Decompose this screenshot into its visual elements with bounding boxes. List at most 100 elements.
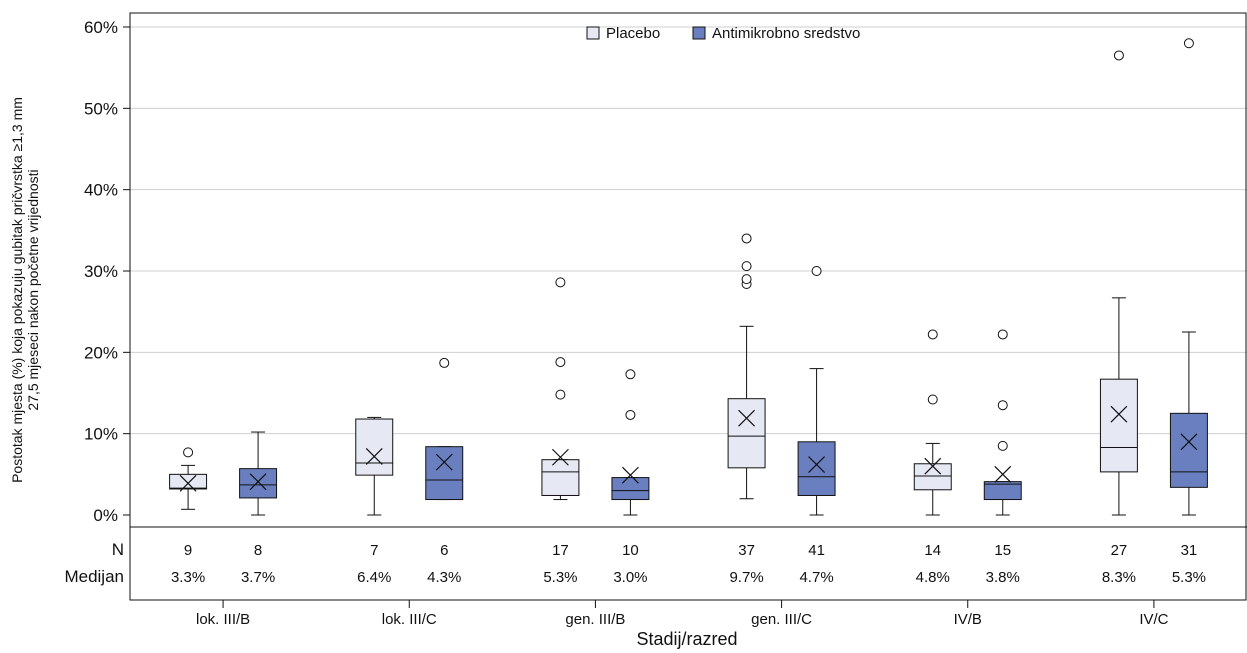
outlier-point [741, 233, 752, 244]
median-value: 5.3% [1172, 569, 1206, 586]
mean-marker [621, 466, 639, 484]
box-antimicrobial [797, 266, 836, 516]
box-iqr [611, 477, 650, 501]
n-value: 9 [184, 542, 192, 559]
outlier-point [927, 394, 938, 405]
median-value: 8.3% [1102, 569, 1136, 586]
outlier-point [625, 409, 636, 420]
y-axis-title-line1: Postotak mjesta (%) koja pokazuju gubita… [9, 97, 25, 483]
mean-marker [738, 409, 756, 427]
outlier-point [997, 440, 1008, 451]
mean-marker [994, 465, 1012, 483]
n-value: 37 [738, 542, 755, 559]
box-iqr [797, 441, 836, 496]
n-value: 31 [1181, 542, 1198, 559]
box-placebo [355, 416, 394, 516]
box-antimicrobial [239, 431, 278, 516]
y-tick-label: 60% [84, 18, 118, 37]
median-value: 4.8% [916, 569, 950, 586]
outlier-point [555, 389, 566, 400]
mean-marker [1110, 405, 1128, 423]
mean-marker [249, 473, 267, 491]
n-row-label: N [112, 540, 124, 559]
box-iqr [913, 463, 952, 491]
median-value: 5.3% [543, 569, 577, 586]
box-iqr [239, 468, 278, 499]
x-tick-label: IV/C [1139, 611, 1168, 628]
n-value: 6 [440, 542, 448, 559]
mean-marker [179, 474, 197, 492]
box-plots [169, 38, 1208, 516]
n-value: 10 [622, 542, 639, 559]
box-iqr [169, 473, 208, 490]
outlier-point [741, 274, 752, 285]
n-value: 17 [552, 542, 569, 559]
median-value: 9.7% [729, 569, 763, 586]
legend-label-antimicrobial: Antimikrobno sredstvo [712, 25, 860, 42]
box-antimicrobial [1169, 38, 1208, 516]
box-iqr [1169, 412, 1208, 488]
outlier-point [997, 329, 1008, 340]
outlier-point [183, 447, 194, 458]
y-axis-title-line2: 27,5 mjeseci nakon početne vrijednosti [25, 169, 41, 410]
outlier-point [555, 357, 566, 368]
box-antimicrobial [611, 369, 650, 516]
outlier-point [927, 329, 938, 340]
y-tick-label: 0% [93, 506, 118, 525]
x-tick-label: lok. III/C [382, 611, 437, 628]
y-tick-label: 20% [84, 343, 118, 362]
y-axis: 0% 10% 20% 30% 40% 50% 60% [84, 12, 1247, 601]
outlier-point [1113, 50, 1124, 61]
mean-marker [1180, 433, 1198, 451]
box-iqr [425, 446, 464, 501]
x-tick-label: gen. III/C [751, 611, 812, 628]
box-placebo [727, 233, 766, 500]
y-tick-label: 50% [84, 99, 118, 118]
mean-marker [808, 456, 826, 473]
box-iqr [727, 398, 766, 469]
mean-marker [365, 448, 383, 465]
n-value: 14 [924, 542, 941, 559]
x-axis: lok. III/B lok. III/C gen. III/B gen. III/C… [130, 526, 1247, 628]
outlier-point [625, 369, 636, 380]
legend-swatch-placebo [586, 26, 600, 40]
median-value: 3.0% [613, 569, 647, 586]
y-tick-label: 30% [84, 262, 118, 281]
median-value: 3.7% [241, 569, 275, 586]
x-axis-title: Stadij/razred [636, 629, 737, 649]
plot-frame [129, 12, 1247, 601]
box-iqr [541, 459, 580, 496]
outlier-point [811, 266, 822, 276]
n-value: 15 [994, 542, 1011, 559]
box-iqr [1099, 378, 1138, 473]
legend-swatch-antimicrobial [692, 26, 706, 40]
y-axis-title: Postotak mjesta (%) koja pokazuju gubita… [9, 97, 41, 483]
n-value: 7 [370, 542, 378, 559]
mean-marker [551, 448, 569, 466]
median-value: 4.3% [427, 569, 461, 586]
box-placebo [169, 447, 208, 510]
n-value: 8 [254, 542, 262, 559]
box-placebo [1099, 50, 1138, 516]
legend: Placebo Antimikrobno sredstvo [586, 25, 860, 42]
outlier-point [439, 357, 450, 368]
x-tick-label: lok. III/B [196, 611, 250, 628]
median-row-label: Medijan [64, 567, 124, 586]
median-value: 4.7% [799, 569, 833, 586]
mean-marker [924, 457, 942, 475]
outlier-point [1183, 38, 1194, 49]
outlier-point [555, 277, 566, 288]
y-tick-label: 40% [84, 181, 118, 200]
summary-rows: N Medijan 9 3.3% 8 3.7% 7 6.4% 6 4.3% 17 5.3% 10 3.… [64, 540, 1206, 586]
box-placebo [913, 329, 952, 516]
median-value: 3.8% [986, 569, 1020, 586]
y-tick-label: 10% [84, 425, 118, 444]
box-iqr [983, 481, 1022, 501]
mean-marker [435, 453, 453, 471]
box-antimicrobial [425, 357, 464, 501]
outlier-point [997, 400, 1008, 411]
x-tick-label: gen. III/B [565, 611, 625, 628]
median-value: 3.3% [171, 569, 205, 586]
median-value: 6.4% [357, 569, 391, 586]
